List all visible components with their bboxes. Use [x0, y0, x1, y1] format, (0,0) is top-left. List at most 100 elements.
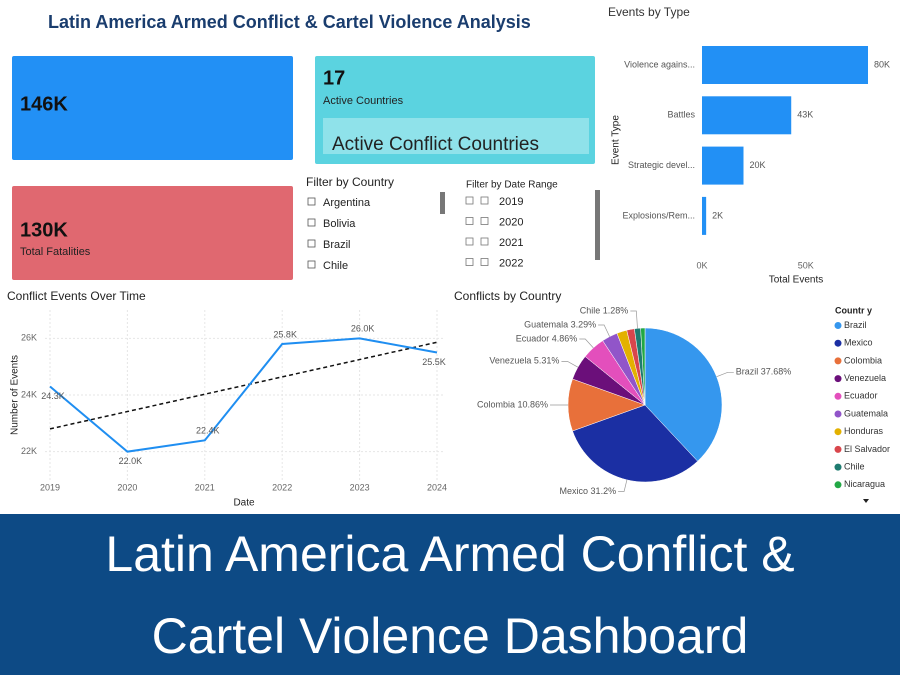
legend-marker[interactable] [834, 410, 842, 418]
checkbox[interactable] [465, 217, 474, 225]
x-axis-label: Total Events [769, 275, 823, 286]
data-label: 22.4K [196, 426, 220, 436]
checkbox[interactable] [480, 258, 489, 266]
checkbox[interactable] [307, 218, 316, 227]
legend-marker[interactable] [834, 428, 842, 436]
legend-label[interactable]: Nicaragua [844, 479, 885, 489]
leader-line [598, 324, 610, 337]
y-axis-label: Event Type [611, 115, 622, 165]
legend-label[interactable]: Mexico [844, 338, 873, 348]
data-label: Ecuador 4.86% [516, 333, 578, 343]
x-tick-label: 2022 [272, 482, 292, 492]
dashboard-title: Latin America Armed Conflict & Cartel Vi… [48, 12, 531, 32]
slicer-option[interactable]: Argentina [323, 197, 371, 209]
data-label: Mexico 31.2% [560, 486, 617, 496]
x-tick-label: 2024 [427, 482, 447, 492]
banner [0, 514, 900, 675]
scrollbar[interactable] [440, 192, 445, 214]
legend-marker[interactable] [834, 357, 842, 365]
leader-line [716, 371, 734, 378]
bar [702, 46, 868, 84]
checkbox[interactable] [307, 260, 316, 269]
pie-slice[interactable] [572, 404, 698, 483]
legend-marker[interactable] [834, 481, 842, 489]
checkbox[interactable] [465, 196, 474, 205]
legend-label[interactable]: Colombia [844, 355, 882, 365]
y-tick-label: Battles [667, 110, 695, 120]
checkbox[interactable] [307, 239, 316, 248]
x-tick-label: 2020 [117, 482, 137, 492]
pie-slice[interactable] [644, 327, 723, 462]
data-label: 22.0K [119, 456, 143, 466]
leader-line [579, 338, 594, 349]
legend-label[interactable]: Ecuador [844, 391, 878, 401]
active-box-label: Active Conflict Countries [332, 134, 539, 155]
checkbox[interactable] [480, 237, 489, 246]
pie-slice[interactable] [640, 327, 646, 406]
legend-label[interactable]: Honduras [844, 426, 884, 436]
data-label: 2K [712, 210, 723, 220]
chart-title: Conflict Events Over Time [7, 289, 146, 303]
data-label: Colombia 10.86% [477, 399, 548, 409]
checkbox[interactable] [465, 258, 474, 266]
data-label: Brazil 37.68% [736, 367, 792, 377]
checkbox[interactable] [480, 196, 489, 205]
y-tick-label: 24K [21, 389, 37, 399]
data-label: Guatemala 3.29% [524, 319, 596, 329]
y-tick-label: Explosions/Rem... [622, 210, 695, 220]
legend-marker[interactable] [834, 392, 842, 400]
x-tick-label: 2023 [350, 482, 370, 492]
y-tick-label: Violence agains... [624, 59, 695, 69]
legend-label[interactable]: Venezuela [844, 373, 886, 383]
bar [702, 96, 792, 135]
legend-marker[interactable] [834, 445, 842, 453]
slicer-option[interactable]: 2019 [499, 196, 523, 208]
leader-line [630, 310, 638, 329]
legend-scroll[interactable] [863, 499, 869, 503]
slicer-option[interactable]: Bolivia [323, 218, 356, 230]
y-tick-label: Strategic devel... [628, 160, 695, 170]
leader-line [561, 360, 579, 368]
legend-marker[interactable] [834, 463, 842, 471]
checkbox[interactable] [307, 197, 316, 206]
scrollbar[interactable] [595, 190, 600, 260]
kpi-label: Active Countries [323, 95, 404, 107]
x-tick-label: 0K [696, 260, 707, 270]
chart-title: Events by Type [608, 5, 690, 19]
active-box [323, 118, 589, 154]
legend-label[interactable]: El Salvador [844, 444, 890, 454]
bar [702, 146, 744, 185]
banner-text: Latin America Armed Conflict & [105, 526, 794, 582]
x-tick-label: 2019 [40, 482, 60, 492]
legend-label[interactable]: Brazil [844, 320, 867, 330]
legend-marker[interactable] [834, 375, 842, 383]
checkbox[interactable] [480, 217, 489, 225]
y-tick-label: 26K [21, 333, 37, 343]
slicer-title: Filter by Date Range [466, 180, 558, 191]
legend-label[interactable]: Guatemala [844, 408, 888, 418]
kpi-value: 146K [20, 93, 68, 115]
kpi-label: Total Fatalities [20, 246, 91, 258]
slicer-option[interactable]: 2022 [499, 257, 523, 269]
data-label: Chile 1.28% [580, 305, 629, 315]
kpi-card [12, 186, 293, 280]
legend-marker[interactable] [834, 339, 842, 347]
slicer-option[interactable]: 2020 [499, 216, 523, 228]
x-tick-label: 50K [798, 260, 814, 270]
kpi-card [12, 56, 293, 160]
legend-marker[interactable] [834, 322, 842, 329]
y-tick-label: 22K [21, 446, 37, 456]
data-label: 24.3K [41, 391, 65, 401]
bar [702, 196, 707, 235]
slicer-option[interactable]: Chile [323, 260, 348, 272]
chart-title: Conflicts by Country [454, 289, 561, 303]
line [49, 337, 438, 453]
slicer-option[interactable]: Brazil [323, 239, 351, 251]
legend-label[interactable]: Chile [844, 461, 865, 471]
x-tick-label: 2021 [195, 482, 215, 492]
checkbox[interactable] [465, 237, 474, 246]
slicer-option[interactable]: 2021 [499, 237, 523, 249]
slicer-title: Filter by Country [306, 175, 394, 189]
data-label: 20K [750, 160, 766, 170]
